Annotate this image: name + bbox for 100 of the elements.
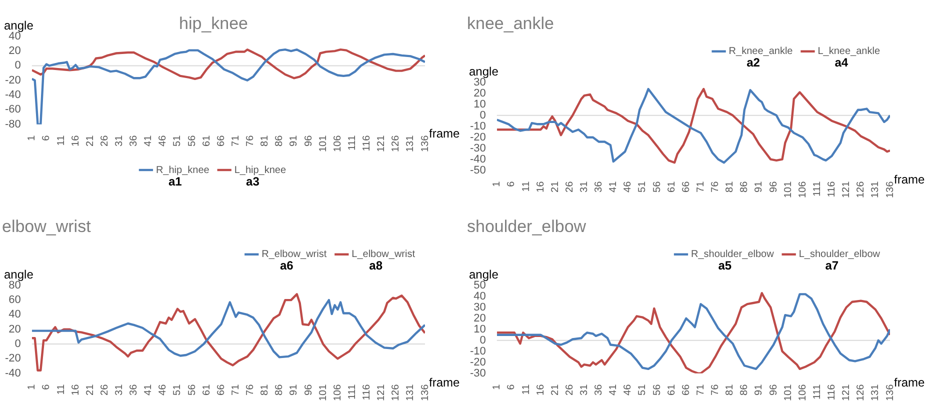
y-tick-label: -20 xyxy=(4,352,21,365)
x-tick-label: 16 xyxy=(535,180,546,192)
y-tick-label: 40 xyxy=(8,30,21,42)
x-tick-label: 61 xyxy=(201,134,212,146)
text: a2 xyxy=(746,56,760,70)
x-tick-label: 26 xyxy=(99,384,110,396)
x-tick-label: 91 xyxy=(754,180,765,192)
y-tick-label: 10 xyxy=(474,323,486,336)
x-tick-label: 21 xyxy=(84,134,96,146)
x-tick-label: 116 xyxy=(362,384,373,400)
x-tick-label: 131 xyxy=(405,134,416,152)
x-tick-label: 46 xyxy=(622,180,634,192)
x-tick-label: 21 xyxy=(550,180,561,192)
x-tick-label: 81 xyxy=(724,384,736,396)
x-tick-label: 136 xyxy=(420,384,431,402)
y-tick-label: 30 xyxy=(474,76,486,88)
y-tick-label: 50 xyxy=(474,279,486,292)
x-tick-label: 36 xyxy=(594,384,605,396)
x-tick-label: 131 xyxy=(870,180,882,198)
x-tick-label: 26 xyxy=(564,180,576,192)
x-tick-label: 46 xyxy=(622,384,634,396)
x-tick-label: 41 xyxy=(608,384,620,396)
x-tick-label: 51 xyxy=(637,384,648,396)
x-tick-label: 106 xyxy=(797,384,808,402)
x-tick-label: 126 xyxy=(390,134,402,152)
x-tick-label: 21 xyxy=(84,384,96,396)
y-tick-label: 0 xyxy=(14,338,21,350)
x-tick-label: 121 xyxy=(376,134,388,152)
y-tick-label: 10 xyxy=(474,98,486,110)
y-tick-label: -20 xyxy=(470,356,486,368)
y-tick-label: -10 xyxy=(470,345,486,358)
y-tick-label: 20 xyxy=(8,45,21,58)
y-tick-label: -80 xyxy=(4,118,21,130)
x-tick-label: 101 xyxy=(782,180,794,198)
y-tick-label: -30 xyxy=(470,367,486,380)
x-tick-label: 11 xyxy=(520,384,532,395)
text: a7 xyxy=(825,258,839,273)
y-tick-label: 0 xyxy=(14,60,21,72)
x-tick-label: 71 xyxy=(695,384,706,396)
x-axis-title: frame xyxy=(894,376,925,390)
x-tick-label: 36 xyxy=(128,134,140,146)
x-tick-label: 136 xyxy=(420,134,431,152)
x-tick-label: 51 xyxy=(172,384,184,396)
x-tick-label: 36 xyxy=(594,180,605,192)
x-tick-label: 106 xyxy=(797,180,808,198)
y-tick-label: 40 xyxy=(474,290,486,302)
x-tick-label: 11 xyxy=(520,180,532,192)
y-tick-label: 60 xyxy=(8,294,21,306)
chart-title: knee_ankle xyxy=(467,14,554,33)
x-tick-label: 96 xyxy=(768,384,780,396)
x-tick-label: 56 xyxy=(186,384,198,396)
x-tick-label: 56 xyxy=(652,384,663,396)
legend-label: L_hip_knee xyxy=(234,164,286,176)
x-tick-label: 121 xyxy=(841,384,852,402)
x-tick-label: 96 xyxy=(303,384,314,396)
x-tick-label: 136 xyxy=(884,384,896,402)
y-tick-label: -40 xyxy=(470,153,486,166)
x-tick-label: 56 xyxy=(186,134,198,146)
x-tick-label: 101 xyxy=(318,384,329,402)
y-tick-label: -40 xyxy=(4,89,21,102)
x-tick-label: 41 xyxy=(143,134,154,146)
x-tick-label: 16 xyxy=(70,134,82,146)
y-tick-label: -30 xyxy=(470,142,486,154)
x-tick-label: 1 xyxy=(26,134,38,141)
legend-label: R_hip_knee xyxy=(156,164,210,176)
x-tick-label: 16 xyxy=(535,384,546,396)
x-tick-label: 36 xyxy=(128,384,140,396)
legend-label: L_shoulder_elbow xyxy=(798,249,881,260)
text: a5 xyxy=(718,258,732,273)
x-tick-label: 101 xyxy=(782,384,794,402)
x-tick-label: 31 xyxy=(579,384,590,396)
x-tick-label: 91 xyxy=(288,384,300,396)
x-tick-label: 91 xyxy=(754,384,765,396)
x-tick-label: 86 xyxy=(739,180,750,192)
y-tick-label: 20 xyxy=(474,312,486,324)
x-tick-label: 121 xyxy=(376,384,388,402)
chart-title: elbow_wrist xyxy=(2,216,92,236)
text: a1 xyxy=(168,174,182,188)
x-tick-label: 71 xyxy=(230,134,242,146)
x-tick-label: 76 xyxy=(245,384,256,396)
x-tick-label: 126 xyxy=(856,180,867,198)
x-tick-label: 71 xyxy=(230,384,242,396)
x-tick-label: 116 xyxy=(826,180,838,198)
x-tick-label: 81 xyxy=(724,180,736,192)
y-tick-label: 0 xyxy=(480,334,486,346)
x-tick-label: 1 xyxy=(26,384,38,390)
x-tick-label: 46 xyxy=(158,134,169,146)
y-tick-label: -10 xyxy=(470,120,486,132)
chart-title: shoulder_elbow xyxy=(467,216,587,236)
x-tick-label: 21 xyxy=(550,384,561,396)
x-tick-label: 31 xyxy=(114,134,126,146)
x-tick-label: 6 xyxy=(506,180,518,187)
x-tick-label: 61 xyxy=(666,384,678,396)
x-tick-label: 66 xyxy=(216,134,227,146)
x-tick-label: 81 xyxy=(260,134,271,146)
x-tick-label: 61 xyxy=(201,384,212,396)
legend-label: R_knee_ankle xyxy=(728,46,794,58)
x-tick-label: 111 xyxy=(346,134,358,151)
y-axis-title: angle xyxy=(469,64,499,79)
x-tick-label: 6 xyxy=(506,384,518,390)
